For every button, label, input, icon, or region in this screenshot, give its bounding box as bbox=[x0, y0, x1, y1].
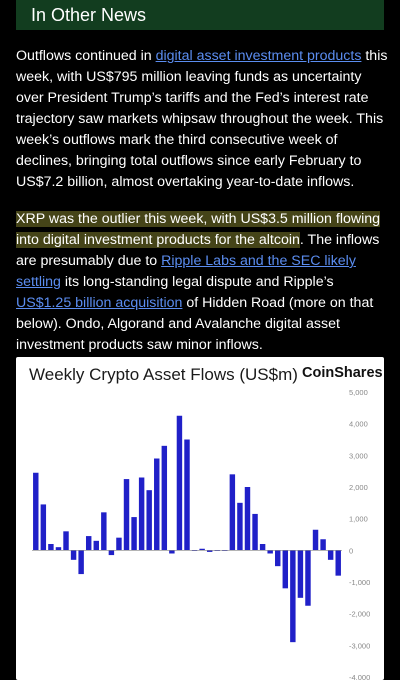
p1-text-rest: this week, with US$795 million leaving f… bbox=[16, 48, 388, 190]
bar-week-12 bbox=[116, 537, 122, 551]
bar-week-15 bbox=[138, 477, 145, 551]
y-tick-label: 3,000 bbox=[349, 451, 368, 460]
in-other-news-banner: In Other News bbox=[16, 0, 384, 30]
p2-text-3: of Hidden Road (more on that below). Ond… bbox=[16, 295, 374, 353]
bar-week-35 bbox=[290, 550, 296, 643]
coinshares-logo: CoinShares bbox=[302, 365, 383, 381]
y-tick-label: 2,000 bbox=[349, 483, 368, 492]
banner-title: In Other News bbox=[31, 4, 147, 25]
bar-week-16 bbox=[146, 490, 152, 551]
bar-week-13 bbox=[123, 479, 130, 551]
chart-bars bbox=[32, 415, 342, 643]
bar-week-19 bbox=[169, 550, 175, 554]
bar-week-20 bbox=[176, 415, 183, 551]
y-tick-label: -4,000 bbox=[349, 673, 370, 680]
bar-week-18 bbox=[161, 445, 168, 551]
chart-canvas: Weekly Crypto Asset Flows (US$m) CoinSha… bbox=[29, 365, 383, 680]
bar-week-6 bbox=[70, 550, 77, 560]
bar-week-1 bbox=[33, 472, 39, 551]
bar-week-7 bbox=[78, 550, 84, 575]
bar-week-32 bbox=[267, 550, 273, 554]
chart-axis-ticks: 5,000 4,000 3,000 2,000 1,000 0 -1,000 -2,000 -3… bbox=[349, 388, 370, 680]
digital-asset-products-link[interactable]: digital asset investment products bbox=[155, 48, 362, 64]
bar-week-28 bbox=[237, 502, 243, 551]
y-tick-label: 4,000 bbox=[349, 420, 368, 429]
y-tick-label: 5,000 bbox=[349, 388, 368, 397]
bar-week-4 bbox=[55, 547, 62, 551]
article-paragraph-xrp: XRP was the outlier this week, with US$3… bbox=[16, 209, 390, 356]
article-paragraph-outflows: Outflows continued in digital asset inve… bbox=[16, 46, 390, 193]
bar-week-27 bbox=[229, 474, 236, 551]
bar-week-37 bbox=[305, 550, 311, 606]
bar-week-14 bbox=[131, 517, 137, 551]
ripple-sec-link[interactable]: Ripple Labs and the SEC likely settling bbox=[16, 253, 356, 290]
p1-text-start: Outflows continued in bbox=[16, 48, 156, 64]
bar-week-38 bbox=[312, 529, 319, 551]
bar-week-36 bbox=[297, 550, 304, 598]
bar-week-23 bbox=[199, 548, 205, 551]
bar-week-31 bbox=[259, 544, 266, 551]
y-tick-label: -1,000 bbox=[349, 578, 370, 587]
y-tick-label: -3,000 bbox=[349, 641, 370, 650]
y-tick-label: 0 bbox=[349, 546, 353, 555]
bar-week-5 bbox=[63, 531, 69, 551]
bar-week-34 bbox=[282, 550, 289, 589]
bar-week-39 bbox=[320, 539, 326, 551]
bar-week-8 bbox=[85, 536, 92, 551]
bar-week-40 bbox=[327, 550, 334, 560]
chart-title: Weekly Crypto Asset Flows (US$m) bbox=[29, 365, 298, 384]
p2-text-1: . The inflows are presumably due to bbox=[16, 232, 380, 269]
bar-week-17 bbox=[154, 458, 160, 551]
bar-week-11 bbox=[108, 550, 115, 556]
y-tick-label: -2,000 bbox=[349, 610, 370, 619]
bar-week-41 bbox=[335, 550, 341, 576]
weekly-flows-chart: Weekly Crypto Asset Flows (US$m) CoinSha… bbox=[16, 357, 384, 680]
y-tick-label: 1,000 bbox=[349, 515, 368, 524]
bar-week-30 bbox=[252, 513, 258, 551]
bar-week-24 bbox=[206, 550, 213, 552]
p2-text-2: its long-standing legal dispute and Ripp… bbox=[60, 274, 334, 290]
bar-week-33 bbox=[275, 550, 281, 567]
bar-week-9 bbox=[93, 540, 99, 551]
bar-week-3 bbox=[48, 544, 54, 551]
bar-week-2 bbox=[40, 504, 47, 551]
bar-week-21 bbox=[184, 439, 190, 551]
bar-week-10 bbox=[101, 512, 107, 551]
bar-week-29 bbox=[244, 487, 251, 551]
acquisition-link[interactable]: US$1.25 billion acquisition bbox=[16, 295, 183, 311]
